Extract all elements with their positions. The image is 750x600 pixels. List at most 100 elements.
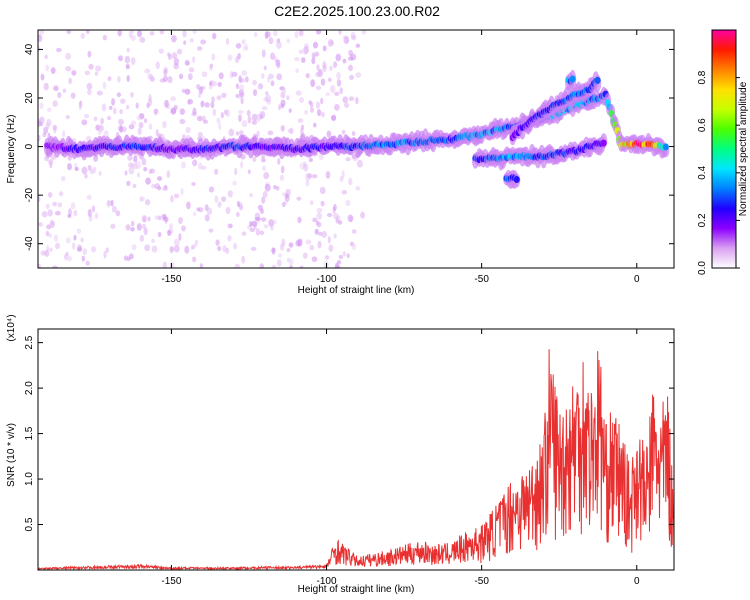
spectrogram-speckle: [189, 38, 194, 43]
spectrogram-speckle: [351, 243, 357, 250]
spectrogram-speckle: [235, 43, 242, 49]
spectrogram-speckle: [110, 199, 114, 207]
spectrogram-speckle: [136, 172, 141, 178]
spectrogram-speckle: [197, 131, 203, 138]
spectrogram-speckle: [173, 193, 180, 199]
spectrogram-speckle: [127, 154, 133, 161]
spectrogram-speckle: [252, 156, 257, 162]
spectrogram-speckle: [86, 82, 93, 90]
spectrogram-speckle: [138, 121, 144, 129]
spectrogram-speckle: [71, 70, 77, 76]
spectrogram-x-axis-label: Height of straight line (km): [298, 285, 415, 296]
spectrogram-speckle: [96, 90, 103, 96]
spectrogram-speckle: [193, 211, 197, 217]
spectrogram-speckle: [133, 156, 138, 163]
spectrogram-speckle: [351, 229, 357, 234]
spectrogram-speckle: [162, 186, 169, 192]
spectrogram-speckle: [253, 223, 257, 230]
spectrogram-speckle: [314, 228, 319, 235]
spectrogram-marks: [38, 30, 670, 268]
spectrogram-speckle: [103, 251, 107, 259]
spectrogram-speckle: [339, 87, 344, 95]
spectrogram-speckle: [244, 43, 248, 50]
spectrogram-speckle: [111, 205, 117, 213]
spectrogram-speckle: [67, 213, 72, 219]
spectrogram-speckle: [311, 174, 318, 179]
spectrogram-speckle: [216, 95, 222, 101]
spectrogram-speckle: [212, 32, 217, 40]
spectrogram-speckle: [194, 239, 199, 245]
spectrogram-speckle: [322, 45, 327, 52]
spectrogram-speckle: [127, 256, 131, 262]
y-tick-label: 40: [24, 43, 35, 55]
spectrogram-speckle: [276, 259, 282, 267]
spectrogram-speckle: [173, 238, 180, 247]
spectrogram-speckle: [126, 75, 130, 82]
spectrogram-speckle: [289, 265, 293, 268]
spectrogram-speckle: [70, 92, 76, 99]
spectrogram-speckle: [217, 201, 222, 208]
spectrogram-speckle: [316, 64, 320, 71]
spectrogram-speckle: [46, 224, 52, 230]
spectrogram-speckle: [265, 94, 272, 103]
spectrogram-speckle: [355, 72, 362, 78]
spectrogram-speckle: [83, 113, 90, 119]
spectrogram-speckle: [50, 67, 56, 74]
spectrogram-speckle: [347, 56, 354, 61]
spectrogram-speckle: [196, 115, 203, 122]
spectrogram-speckle: [191, 181, 196, 187]
spectrogram-point: [569, 75, 576, 83]
spectrogram-speckle: [149, 168, 156, 174]
spectrogram-speckle: [320, 200, 325, 207]
spectrogram-speckle: [101, 103, 107, 112]
spectrogram-speckle: [185, 126, 191, 134]
spectrogram-speckle: [351, 34, 357, 41]
spectrogram-speckle: [197, 162, 203, 170]
spectrogram-speckle: [73, 234, 77, 241]
spectrogram-speckle: [217, 246, 222, 252]
spectrogram-speckle: [255, 228, 260, 236]
spectrogram-speckle: [95, 65, 102, 72]
spectrogram-speckle: [126, 47, 130, 53]
spectrogram-speckle: [117, 76, 121, 83]
spectrogram-speckle: [322, 64, 327, 72]
figure-title: C2E2.2025.100.23.00.R02: [274, 3, 440, 19]
spectrogram-speckle: [192, 159, 198, 167]
spectrogram-speckle: [113, 107, 117, 115]
spectrogram-speckle: [308, 157, 313, 163]
spectrogram-speckle: [348, 96, 355, 102]
spectrogram-speckle: [314, 51, 320, 57]
spectrogram-speckle: [94, 212, 99, 220]
spectrogram-speckle: [87, 50, 92, 58]
spectrogram-speckle: [275, 185, 280, 191]
spectrogram-speckle: [117, 30, 122, 37]
spectrogram-speckle: [235, 212, 240, 217]
spectrogram-speckle: [147, 73, 154, 80]
spectrogram-speckle: [144, 244, 151, 252]
spectrogram-speckle: [135, 161, 142, 170]
colorbar-tick-label: 0.8: [697, 70, 708, 84]
spectrogram-frame: [37, 29, 675, 269]
spectrogram-speckle: [281, 201, 286, 208]
spectrogram-speckle: [295, 68, 300, 74]
spectrogram-speckle: [155, 129, 159, 137]
spectrogram-speckle: [275, 41, 282, 49]
spectrogram-speckle: [240, 160, 244, 169]
spectrogram-speckle: [130, 57, 136, 66]
spectrogram-x-ticks: -150 -100 -50 0: [161, 30, 640, 285]
spectrogram-speckle: [65, 52, 72, 60]
spectrogram-speckle: [192, 243, 198, 248]
spectrogram-speckle: [277, 104, 282, 111]
spectrogram-speckle: [250, 246, 257, 251]
spectrogram-speckle: [38, 134, 41, 142]
spectrogram-speckle: [221, 196, 227, 203]
colorbar: 0.0 0.2 0.4 0.6 0.8 Normalized spectral ampl…: [697, 29, 749, 275]
spectrogram-speckle: [143, 166, 148, 172]
spectrogram-speckle: [316, 207, 323, 213]
spectrogram-speckle: [241, 120, 248, 128]
spectrogram-panel: -150 -100 -50 0 -40 -20 0 20 40 Height of strai…: [6, 29, 675, 296]
spectrogram-speckle: [361, 30, 366, 35]
spectrogram-speckle: [316, 221, 322, 228]
spectrogram-speckle: [261, 49, 266, 57]
